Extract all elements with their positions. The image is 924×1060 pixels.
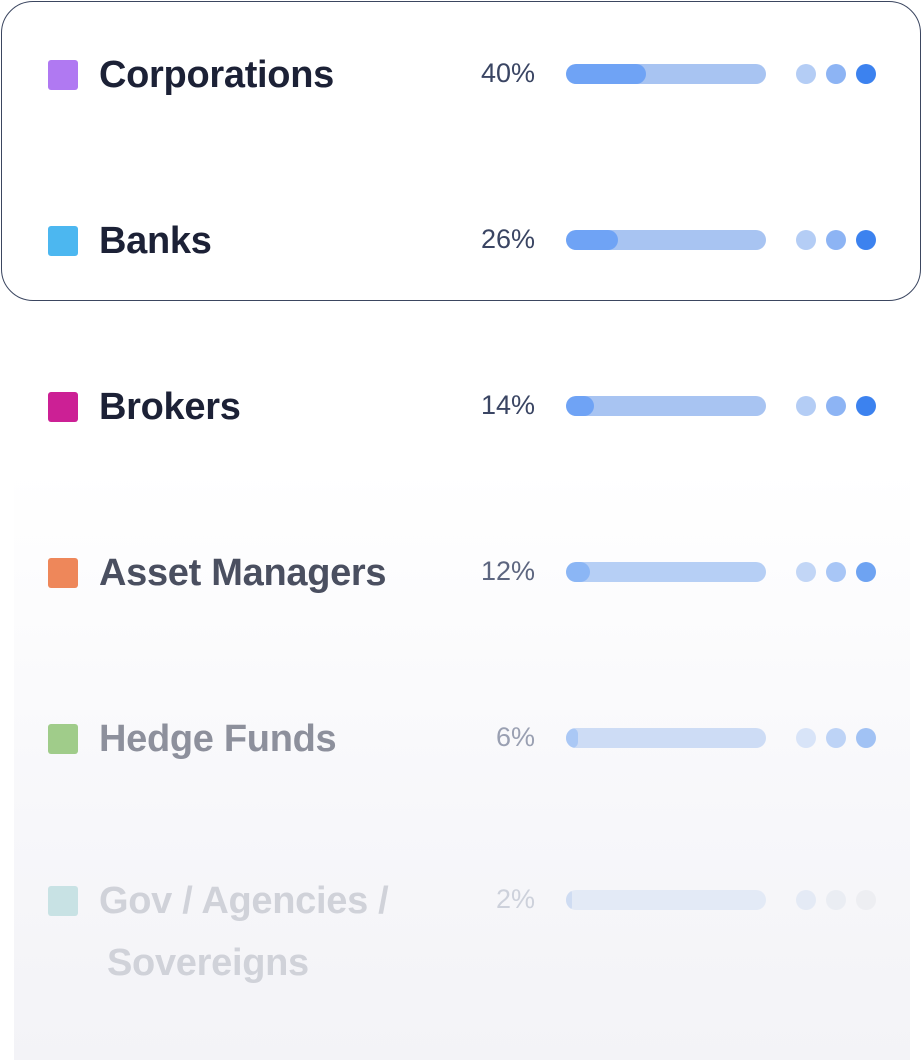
progress-bar-fill [566, 396, 594, 416]
list-row-banks[interactable]: Banks 26% [0, 210, 924, 270]
color-swatch [48, 886, 78, 916]
progress-bar [566, 728, 766, 748]
color-swatch [48, 558, 78, 588]
progress-bar [566, 562, 766, 582]
dot-icon [856, 396, 876, 416]
row-label: Gov / Agencies / Sovereigns [99, 880, 389, 984]
progress-bar [566, 230, 766, 250]
dot-icon [856, 230, 876, 250]
row-percent: 40% [480, 58, 535, 88]
dot-icon [796, 890, 816, 910]
row-label: Brokers [99, 386, 241, 428]
row-percent: 2% [495, 884, 535, 914]
progress-bar-fill [566, 562, 590, 582]
dot-icon [796, 728, 816, 748]
progress-bar-fill [566, 728, 578, 748]
row-label-line1: Gov / Agencies / [99, 880, 389, 922]
progress-bar-fill [566, 230, 618, 250]
dot-icon [856, 64, 876, 84]
color-swatch [48, 392, 78, 422]
dot-icon [796, 64, 816, 84]
list-row-hedge-funds[interactable]: Hedge Funds 6% [0, 708, 924, 768]
dot-icon [826, 890, 846, 910]
row-label: Asset Managers [99, 552, 387, 594]
list-row-asset-managers[interactable]: Asset Managers 12% [0, 542, 924, 602]
progress-bar-fill [566, 890, 572, 910]
progress-bar [566, 396, 766, 416]
row-label: Banks [99, 220, 212, 262]
dot-icon [796, 562, 816, 582]
dot-icon [826, 230, 846, 250]
row-percent: 26% [480, 224, 535, 254]
progress-bar [566, 890, 766, 910]
list-row-gov-agencies-sovereigns[interactable]: Gov / Agencies / Sovereigns 2% [0, 870, 924, 982]
color-swatch [48, 226, 78, 256]
dot-icon [826, 562, 846, 582]
dot-icon [826, 64, 846, 84]
color-swatch [48, 724, 78, 754]
row-percent: 12% [480, 556, 535, 586]
dot-icon [796, 396, 816, 416]
dot-icon [826, 728, 846, 748]
dot-icon [856, 890, 876, 910]
dot-icon [796, 230, 816, 250]
dot-icon [856, 728, 876, 748]
row-label-line2: Sovereigns [107, 942, 309, 984]
color-swatch [48, 60, 78, 90]
list-row-brokers[interactable]: Brokers 14% [0, 376, 924, 436]
progress-bar-fill [566, 64, 646, 84]
list-row-corporations[interactable]: Corporations 40% [0, 44, 924, 104]
selection-highlight [1, 1, 921, 301]
row-percent: 6% [495, 722, 535, 752]
row-percent: 14% [480, 390, 535, 420]
row-label: Corporations [99, 54, 334, 96]
progress-bar [566, 64, 766, 84]
row-label: Hedge Funds [99, 718, 337, 760]
dot-icon [826, 396, 846, 416]
dot-icon [856, 562, 876, 582]
